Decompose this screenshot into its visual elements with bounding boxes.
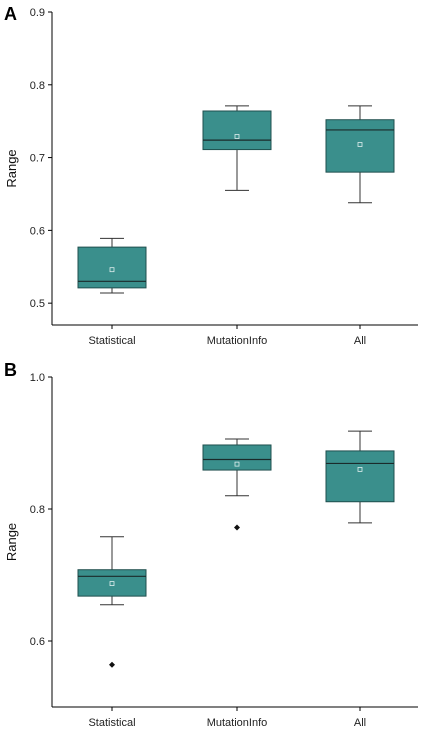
y-tick-label: 0.7 [30, 153, 45, 165]
y-axis-title: Range [4, 149, 19, 187]
y-axis-title: Range [4, 523, 19, 561]
x-tick-label: All [354, 717, 366, 729]
y-tick-label: 0.5 [30, 298, 45, 310]
box-group-statistical [77, 536, 147, 668]
mean-marker [357, 466, 363, 472]
outlier-point [234, 524, 240, 531]
mean-marker [109, 581, 115, 586]
box-group-all [325, 430, 395, 524]
x-tick-label: Statistical [88, 335, 135, 347]
y-tick-label: 0.6 [30, 636, 45, 648]
mean-marker [234, 461, 240, 467]
iqr-box [77, 569, 147, 597]
box-group-mutationinfo [202, 438, 272, 531]
panel-label: B [4, 360, 17, 380]
box-group-statistical [77, 237, 147, 294]
panel-a: A 0.5 0.6 0.7 0.8 0.9 Range Statistical Mutation… [4, 4, 418, 347]
iqr-box [202, 110, 272, 151]
mean-marker [234, 134, 240, 139]
panel-b: B 0.6 0.8 1.0 Range Statistical MutationInfo Al… [4, 360, 418, 729]
box-group-all [325, 105, 395, 204]
x-tick-label: All [354, 335, 366, 347]
y-tick-label: 1.0 [30, 372, 45, 384]
x-tick-label: MutationInfo [207, 335, 268, 347]
outlier-point [109, 661, 115, 668]
box-group-mutationinfo [202, 105, 272, 191]
y-tick-label: 0.9 [30, 7, 45, 19]
y-tick-label: 0.8 [30, 504, 45, 516]
mean-marker [357, 142, 363, 147]
iqr-box [325, 450, 395, 503]
panel-label: A [4, 4, 17, 24]
y-tick-label: 0.6 [30, 225, 45, 237]
y-tick-label: 0.8 [30, 80, 45, 92]
iqr-box [325, 119, 395, 173]
mean-marker [109, 267, 115, 273]
x-tick-label: Statistical [88, 717, 135, 729]
x-tick-label: MutationInfo [207, 717, 268, 729]
